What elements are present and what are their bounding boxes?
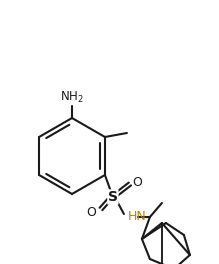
Text: HN: HN xyxy=(128,210,147,224)
Text: S: S xyxy=(108,190,118,204)
Text: O: O xyxy=(86,206,96,219)
Text: O: O xyxy=(132,176,142,188)
Text: NH$_2$: NH$_2$ xyxy=(60,90,84,105)
